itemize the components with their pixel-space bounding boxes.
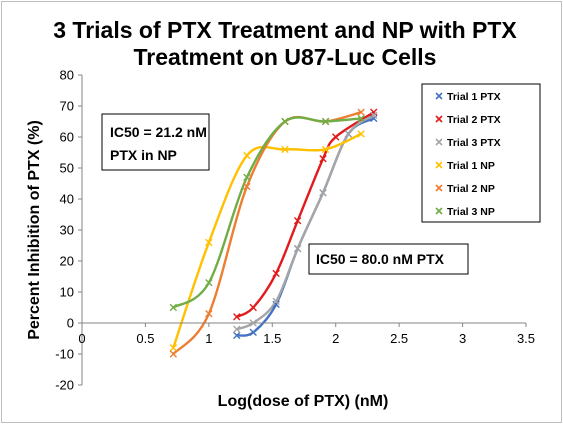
- y-tick-label: 0: [67, 316, 74, 331]
- annotation-np-box: [101, 113, 210, 171]
- point-trial-2-np: [205, 310, 213, 318]
- legend-item-trial-2-ptx: Trial 2 PTX: [435, 114, 501, 126]
- x-tick-label: 2.5: [390, 331, 408, 346]
- point-trial-3-np: [169, 303, 178, 312]
- point-trial-3-ptx: [344, 130, 353, 138]
- point-trial-1-ptx: [272, 300, 280, 309]
- point-trial-2-ptx: [293, 217, 302, 225]
- x-tick-label: 0.5: [136, 331, 154, 346]
- x-tick-label: 1.5: [263, 331, 281, 346]
- y-tick-label: 20: [60, 254, 74, 269]
- y-tick-label: 60: [60, 130, 74, 145]
- y-tick-label: 70: [60, 99, 74, 114]
- y-tick-label: 10: [60, 285, 74, 300]
- y-tick-label: 80: [60, 68, 74, 83]
- point-trial-1-np: [243, 151, 251, 160]
- point-trial-3-np: [243, 173, 251, 181]
- point-trial-1-np: [205, 238, 213, 247]
- point-trial-3-ptx: [272, 297, 280, 305]
- point-trial-1-np: [321, 145, 330, 154]
- point-trial-3-ptx: [293, 244, 302, 253]
- legend-item-trial-1-ptx: Trial 1 PTX: [435, 91, 501, 103]
- legend-item-trial-3-ptx: Trial 3 PTX: [435, 137, 501, 149]
- x-tick-label: 3.5: [517, 331, 535, 346]
- annotation-ptx-box: [308, 243, 469, 275]
- point-trial-3-np: [281, 117, 289, 126]
- annotation-np-ic50: IC50 = 21.2 nM PTX in NP: [101, 113, 210, 171]
- point-trial-3-np: [321, 117, 330, 126]
- point-trial-3-np: [357, 114, 365, 123]
- y-axis-title: Percent Inhibition of PTX (%): [26, 120, 43, 340]
- point-trial-3-ptx: [370, 111, 378, 119]
- point-trial-2-ptx: [332, 133, 340, 141]
- point-trial-1-np: [169, 344, 178, 352]
- legend-item-trial-3-np: Trial 3 NP: [435, 206, 495, 218]
- point-trial-1-ptx: [249, 328, 257, 336]
- axes: -20 -10 0 10 20 30 40 50 60 70 80 0 0.5 1 1.5 2 2.5 3 3.5: [55, 68, 535, 393]
- chart-title-line-2: Treatment on U87-Luc Cells: [134, 44, 437, 70]
- legend-label: Trial 3 NP: [447, 206, 495, 218]
- point-trial-2-ptx: [370, 108, 378, 116]
- y-tick-label: 40: [60, 192, 74, 207]
- legend: Trial 1 PTX Trial 2 PTX Trial 3 PTX Trial 1…: [421, 83, 541, 223]
- x-tick-label: 1: [205, 331, 212, 346]
- legend-label: Trial 1 PTX: [447, 91, 501, 103]
- legend-label: Trial 3 PTX: [447, 137, 501, 149]
- annotation-ptx-ic50: IC50 = 80.0 nM PTX: [308, 243, 469, 275]
- point-trial-2-ptx: [319, 155, 327, 163]
- point-trial-2-ptx: [233, 313, 241, 321]
- point-trial-3-ptx: [319, 189, 327, 197]
- legend-label: Trial 1 NP: [447, 160, 495, 172]
- annotation-np-line-1: IC50 = 21.2 nM: [110, 124, 207, 140]
- y-tick-label: -20: [55, 378, 74, 393]
- legend-marker: [435, 92, 443, 100]
- legend-marker: [435, 161, 443, 169]
- legend-label: Trial 2 PTX: [447, 114, 501, 126]
- point-trial-2-np: [169, 350, 178, 358]
- point-trial-2-np: [357, 108, 365, 116]
- point-trial-1-ptx: [233, 331, 241, 340]
- legend-marker: [435, 184, 443, 192]
- point-trial-2-ptx: [272, 269, 280, 278]
- y-tick-label: 30: [60, 223, 74, 238]
- x-tick-label: 0: [78, 331, 85, 346]
- point-trial-3-ptx: [233, 325, 241, 333]
- legend-marker: [435, 115, 443, 123]
- point-trial-1-ptx: [370, 114, 378, 123]
- x-axis-title: Log(dose of PTX) (nM): [218, 393, 389, 410]
- x-tick-label: 3: [459, 331, 466, 346]
- data-points: [169, 108, 378, 358]
- point-trial-3-np: [205, 279, 213, 287]
- annotation-ptx-line-1: IC50 = 80.0 nM PTX: [316, 251, 445, 267]
- point-trial-1-np: [281, 145, 289, 154]
- legend-marker: [435, 138, 443, 146]
- annotation-np-line-2: PTX in NP: [110, 147, 177, 163]
- y-tick-label: -10: [55, 347, 74, 362]
- point-trial-2-ptx: [249, 303, 257, 312]
- point-trial-3-ptx: [249, 319, 257, 327]
- legend-label: Trial 2 NP: [447, 183, 495, 195]
- legend-items: Trial 1 PTX Trial 2 PTX Trial 3 PTX Trial 1…: [435, 91, 501, 218]
- x-tick-label: 2: [332, 331, 339, 346]
- legend-box: [421, 83, 541, 223]
- chart-title-line-1: 3 Trials of PTX Treatment and NP with PT…: [53, 17, 517, 43]
- legend-marker: [435, 207, 443, 215]
- point-trial-2-np: [243, 182, 251, 191]
- legend-item-trial-2-np: Trial 2 NP: [435, 183, 495, 195]
- chart-title: 3 Trials of PTX Treatment and NP with PT…: [53, 17, 517, 70]
- y-tick-label: 50: [60, 161, 74, 176]
- curve-trial-2-ptx: [236, 111, 375, 318]
- point-trial-1-np: [357, 130, 365, 138]
- legend-item-trial-1-np: Trial 1 NP: [435, 160, 495, 172]
